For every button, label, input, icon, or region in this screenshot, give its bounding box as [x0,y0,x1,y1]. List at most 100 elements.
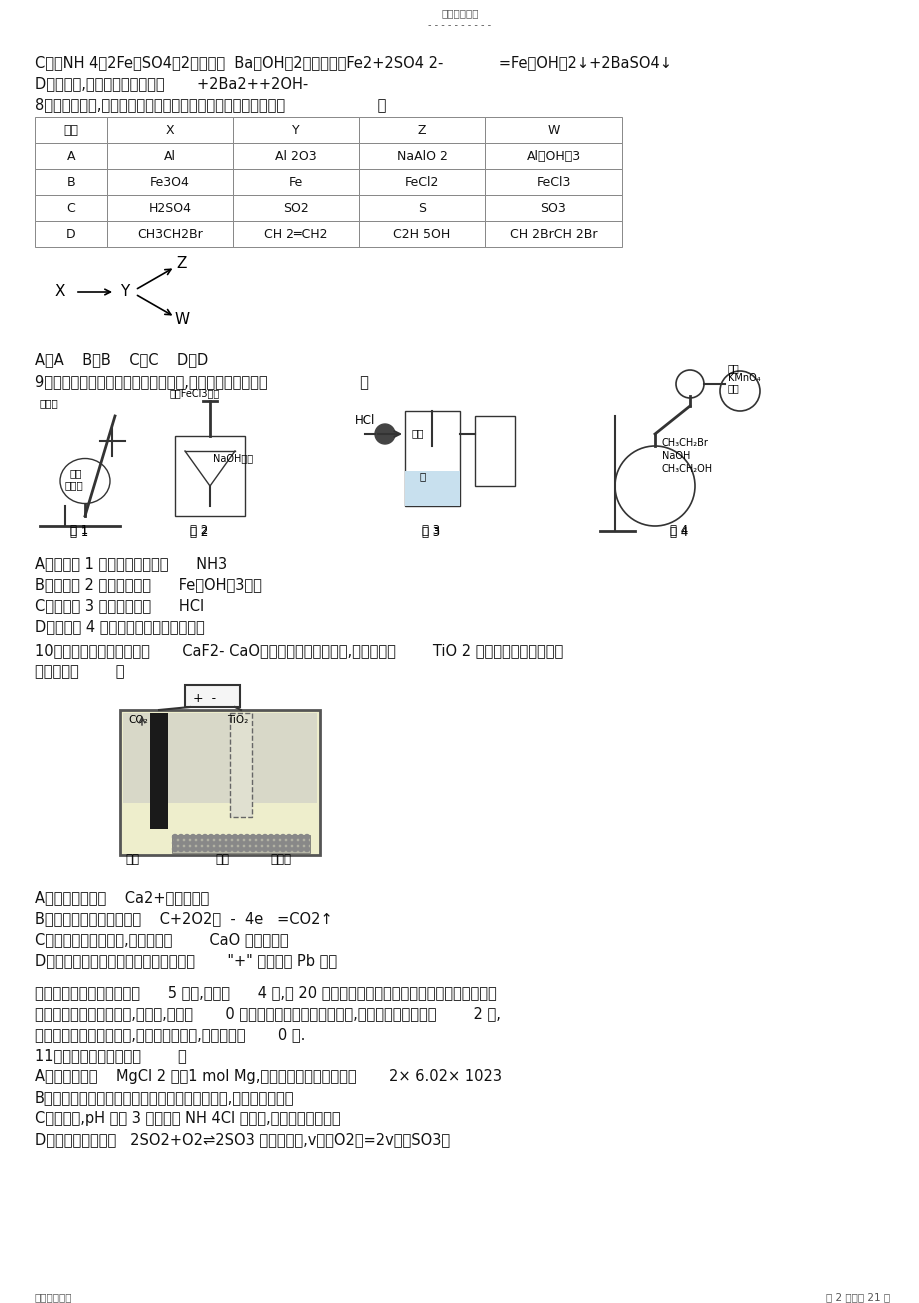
Text: 饱和FeCl3溶液: 饱和FeCl3溶液 [170,388,220,397]
Text: S: S [417,202,425,215]
Text: C: C [66,202,75,215]
Circle shape [214,840,220,846]
Bar [35,117,107,143]
Bar [484,169,621,195]
Circle shape [173,847,177,851]
Text: NaAlO 2: NaAlO 2 [396,150,447,163]
Circle shape [197,834,201,839]
Text: 硅胶: 硅胶 [412,427,424,438]
Text: 棉花: 棉花 [70,468,83,478]
Circle shape [268,834,273,839]
Text: 水: 水 [420,470,425,481]
Bar [233,222,358,248]
Text: W: W [547,124,559,137]
Text: FeCl3: FeCl3 [536,176,570,189]
Circle shape [298,847,303,851]
Text: D．利用图 4 所示装置检验是否生成乙烯: D．利用图 4 所示装置检验是否生成乙烯 [35,619,205,635]
Circle shape [221,834,225,839]
Circle shape [173,834,177,839]
Text: CH₃CH₂Br: CH₃CH₂Br [662,438,709,448]
Circle shape [202,847,208,851]
Text: CH3CH2Br: CH3CH2Br [137,228,203,241]
Text: Fe: Fe [289,176,302,189]
Bar [107,117,233,143]
Circle shape [262,840,267,846]
Text: CH₃CH₂OH: CH₃CH₂OH [662,464,712,474]
Circle shape [268,840,273,846]
Circle shape [298,834,303,839]
Text: C2H 5OH: C2H 5OH [393,228,450,241]
Text: SO2: SO2 [283,202,309,215]
Circle shape [244,834,249,839]
Text: 图 4: 图 4 [669,526,687,539]
FancyBboxPatch shape [474,416,515,486]
Bar [172,835,310,853]
Text: A．A    B．B    C．C    D．D: A．A B．B C．C D．D [35,352,208,367]
Ellipse shape [60,459,110,503]
Text: Fe3O4: Fe3O4 [150,176,189,189]
Text: 酸性: 酸性 [727,364,739,373]
Text: 图 3: 图 3 [422,524,439,537]
Text: Z: Z [176,257,187,271]
Circle shape [209,834,213,839]
Bar [107,222,233,248]
Text: FeCl2: FeCl2 [404,176,438,189]
Text: - - - - - - - - - -: - - - - - - - - - - [428,20,491,30]
Text: 图 1: 图 1 [70,526,88,539]
Circle shape [256,840,261,846]
Text: CH 2BrCH 2Br: CH 2BrCH 2Br [509,228,596,241]
Text: X: X [55,284,65,300]
Bar [233,143,358,169]
Circle shape [274,847,279,851]
Text: 钛网: 钛网 [215,853,229,866]
Bar [233,117,358,143]
Circle shape [238,847,244,851]
Circle shape [190,840,196,846]
Circle shape [298,840,303,846]
Circle shape [280,834,285,839]
Circle shape [233,847,237,851]
Text: Y: Y [120,284,130,300]
Text: D．常温下,向澄清石灰水中通入       +2Ba2++2OH-: D．常温下,向澄清石灰水中通入 +2Ba2++2OH- [35,76,308,91]
Text: HCl: HCl [355,414,375,427]
Circle shape [209,847,213,851]
Text: Z: Z [417,124,425,137]
Text: X: X [165,124,174,137]
Circle shape [209,840,213,846]
Circle shape [286,847,291,851]
Circle shape [178,847,183,851]
Text: 11．以下说法正确选项（        ）: 11．以下说法正确选项（ ） [35,1048,187,1063]
Bar [107,195,233,222]
Text: KMnO₄: KMnO₄ [727,373,760,383]
Circle shape [214,834,220,839]
Circle shape [256,847,261,851]
Circle shape [238,834,244,839]
Circle shape [233,834,237,839]
Text: 二、不定项挑题：此题包括      5 小题,每道题      4 分,共 20 分．每道题只有一个或两个选项符合题意．如: 二、不定项挑题：此题包括 5 小题,每道题 4 分,共 20 分．每道题只有一个… [35,985,496,999]
Bar [35,195,107,222]
Circle shape [280,840,285,846]
Text: C．（NH 4）2Fe（SO4）2溶液与过  Ba（OH）2溶液混合：Fe2+2SO4 2-            =Fe（OH）2↓+2BaSO4↓: C．（NH 4）2Fe（SO4）2溶液与过 Ba（OH）2溶液混合：Fe2+2S… [35,55,671,70]
Circle shape [185,840,189,846]
Circle shape [292,840,297,846]
Circle shape [375,423,394,444]
Text: 第 2 页，共 21 页: 第 2 页，共 21 页 [825,1293,889,1302]
Bar [107,143,233,169]
Text: 图 3: 图 3 [422,526,439,539]
Text: B: B [66,176,75,189]
Circle shape [250,847,255,851]
Text: A．如电解熔融    MgCl 2 产生1 mol Mg,理论上转移的电子数约为       2× 6.02× 1023: A．如电解熔融 MgCl 2 产生1 mol Mg,理论上转移的电子数约为 2×… [35,1068,502,1084]
Text: C．室温下,pH 均为 3 的盐酸和 NH 4Cl 溶液中,水的电离程度相同: C．室温下,pH 均为 3 的盐酸和 NH 4Cl 溶液中,水的电离程度相同 [35,1111,340,1126]
Text: 正确选项（        ）: 正确选项（ ） [35,665,124,679]
Circle shape [178,834,183,839]
Text: 图 1: 图 1 [70,524,88,537]
Text: 10．用如下列图装置（熔融       CaF2- CaO作电解质）获得金属钙,并用钙仍原        TiO 2 制备金属钛．以下说法: 10．用如下列图装置（熔融 CaF2- CaO作电解质）获得金属钙,并用钙仍原 … [35,642,562,658]
Text: 金属钛: 金属钛 [269,853,290,866]
Text: SO3: SO3 [540,202,566,215]
Text: 精选学习资料: 精选学习资料 [441,8,478,18]
Circle shape [274,834,279,839]
Bar [35,222,107,248]
Circle shape [720,371,759,410]
Circle shape [185,847,189,851]
Bar [358,195,484,222]
